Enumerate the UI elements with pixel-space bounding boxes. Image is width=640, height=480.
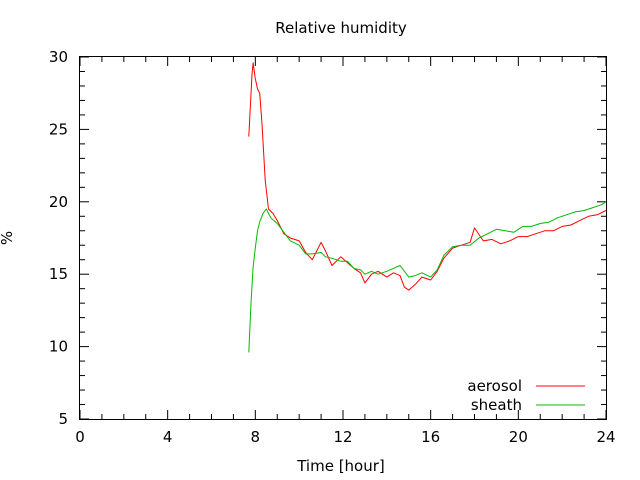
series-layer <box>248 62 607 353</box>
x-tick-label: 20 <box>509 428 528 446</box>
y-tick-label: 25 <box>49 120 68 138</box>
x-axis-label: Time [hour] <box>296 457 385 475</box>
y-tick-label: 30 <box>49 48 68 66</box>
series-line-sheath <box>248 201 607 353</box>
legend-label: sheath <box>471 396 522 414</box>
y-tick-label: 5 <box>58 410 68 428</box>
series-line-aerosol <box>248 62 607 291</box>
axis-ticks: 0 4 8 12 16 20 24 5 10 15 20 25 30 <box>49 48 616 446</box>
plot-frame <box>79 56 607 420</box>
x-tick-label: 24 <box>596 428 615 446</box>
y-tick-label: 20 <box>49 193 68 211</box>
chart-title: Relative humidity <box>275 19 407 37</box>
y-tick-label: 15 <box>49 265 68 283</box>
x-tick-label: 16 <box>421 428 440 446</box>
x-tick-label: 12 <box>333 428 352 446</box>
x-tick-label: 8 <box>251 428 261 446</box>
x-tick-label: 0 <box>75 428 85 446</box>
y-axis-label: % <box>0 231 16 245</box>
legend-label: aerosol <box>467 377 522 395</box>
x-tick-label: 4 <box>163 428 173 446</box>
y-tick-label: 10 <box>49 338 68 356</box>
